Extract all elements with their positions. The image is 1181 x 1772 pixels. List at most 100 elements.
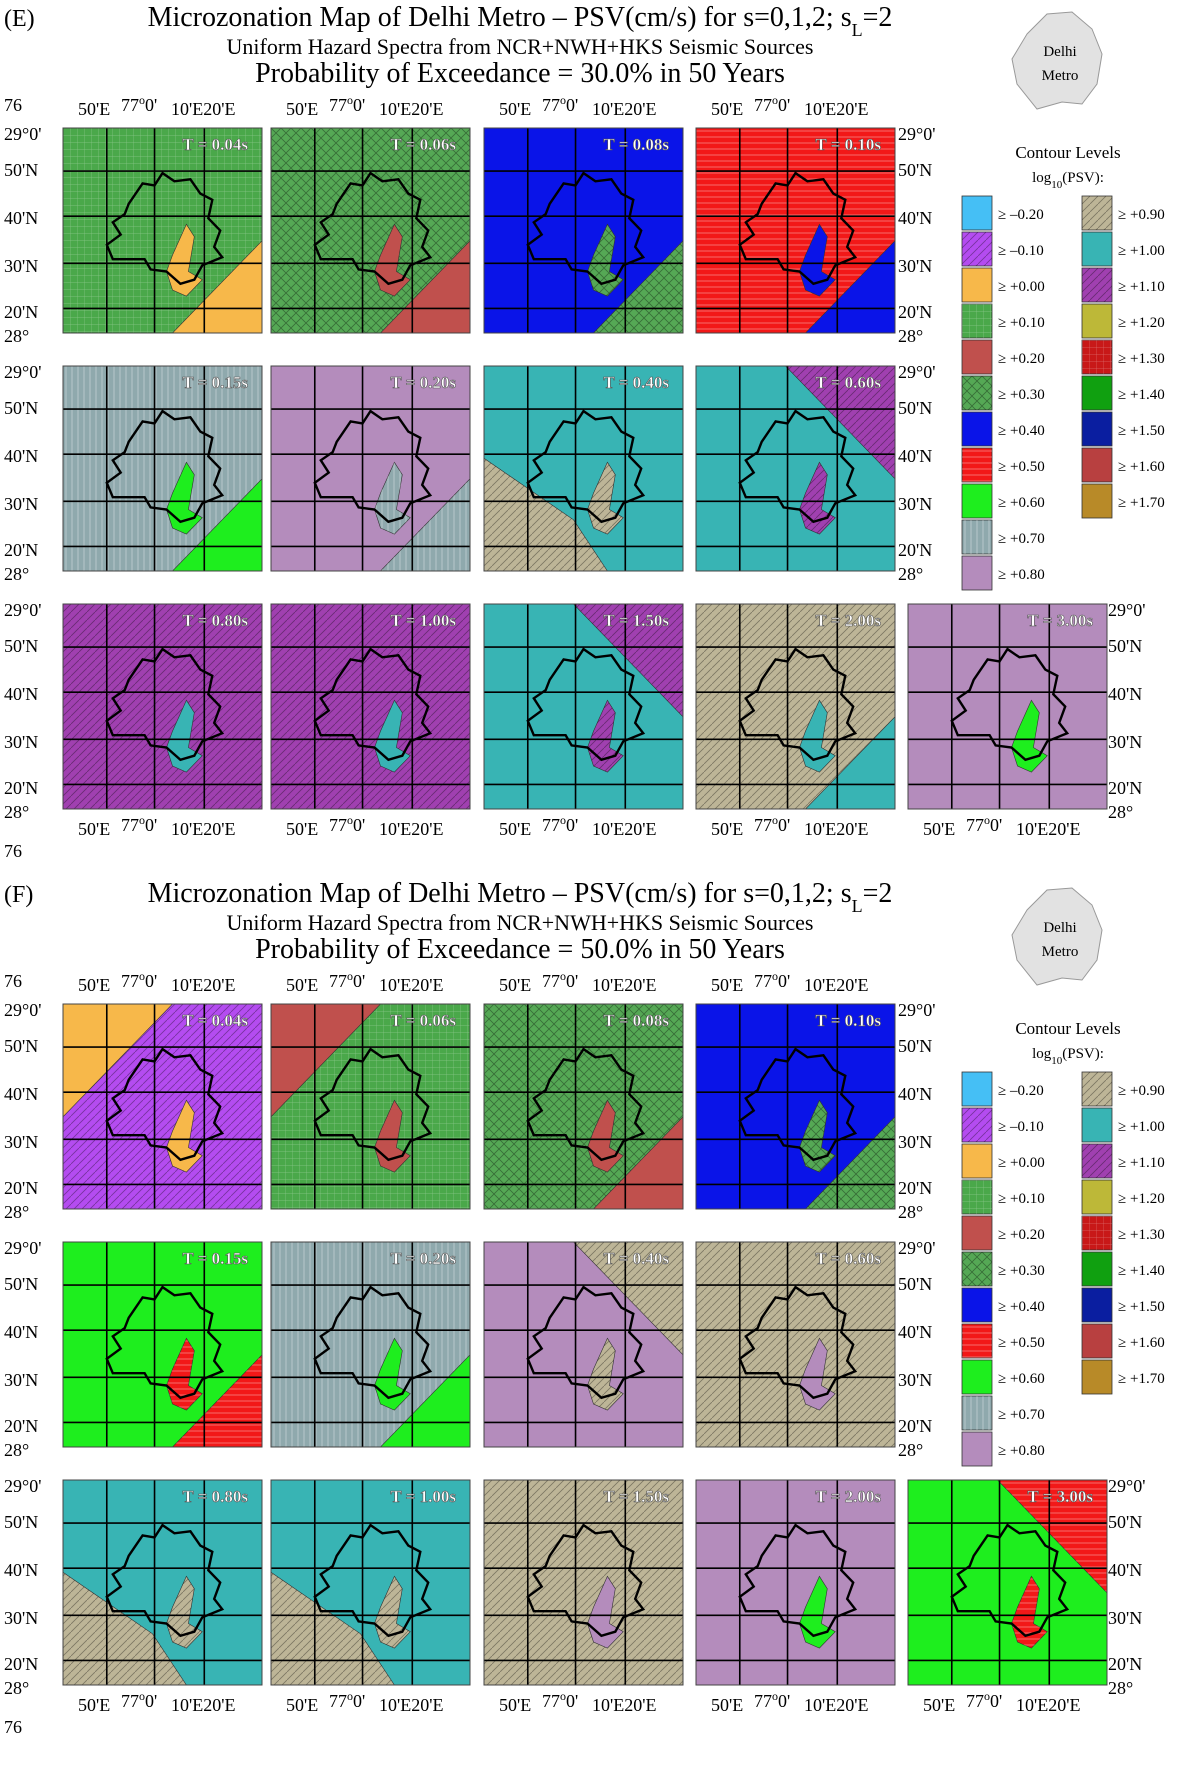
legend-swatch-group: ≥ +1.10 — [1081, 1143, 1165, 1179]
lon-tick-label: 10'E20'E — [379, 99, 443, 119]
legend-swatch-group: ≥ +0.60 — [961, 483, 1045, 519]
legend-label: ≥ +0.30 — [998, 1263, 1045, 1279]
lon-tick-label: 10'E20'E — [379, 819, 443, 839]
map-fill-group — [63, 1480, 262, 1685]
map-6: T = 0.40s — [483, 365, 684, 572]
delhi-boundary — [738, 409, 858, 524]
panel-probability: Probability of Exceedance = 50.0% in 50 … — [255, 934, 785, 965]
period-label: T = 0.80s — [182, 1487, 248, 1506]
zone-base-fill — [696, 1480, 895, 1685]
legend-label: ≥ +0.00 — [998, 279, 1045, 295]
lon-tick-label: 10'E20'E — [171, 819, 235, 839]
map-frame — [907, 1479, 1108, 1686]
lon-corner-label: 76 — [4, 95, 22, 115]
lon-tick-label: 50'E — [711, 1695, 743, 1715]
lat-bottom-label: 28° — [4, 564, 29, 584]
legend-swatch-hatch — [962, 1180, 992, 1214]
period-label: T = 1.00s — [390, 1487, 456, 1506]
period-label: T = 0.20s — [390, 373, 456, 392]
zone-corner-fill-hatch — [380, 478, 470, 571]
legend-swatch-group: ≥ +1.30 — [1081, 339, 1165, 375]
lat-top-label: 29°0' — [4, 600, 41, 620]
legend-subtitle: log10(PSV): — [1032, 1046, 1104, 1067]
legend-swatch-group: ≥ +0.80 — [961, 555, 1045, 591]
legend-title: Contour Levels — [1015, 143, 1120, 162]
lat-tick-label: 50'N — [898, 398, 932, 418]
legend-swatch-group: ≥ +1.40 — [1081, 375, 1165, 411]
lat-bottom-label: 28° — [4, 326, 29, 346]
lon-tick-label: 50'E — [286, 975, 318, 995]
lon-tick-label: 50'E — [499, 975, 531, 995]
map-frame — [62, 1479, 263, 1686]
lon-tick-label: 50'E — [78, 819, 110, 839]
legend-label: ≥ +0.90 — [1118, 207, 1165, 223]
lon-tick-label: 50'E — [499, 1695, 531, 1715]
delhi-boundary — [738, 1285, 858, 1400]
legend-swatch — [961, 1071, 993, 1107]
lon-tick-label: 50'E — [711, 99, 743, 119]
lat-top-label: 29°0' — [898, 1238, 935, 1258]
map-fill-group — [484, 1242, 683, 1447]
map-1: T = 0.06s — [270, 127, 471, 334]
lat-tick-label: 40'N — [4, 446, 38, 466]
period-label: T = 2.00s — [815, 1487, 881, 1506]
lon-tick-label: 50'E — [286, 1695, 318, 1715]
delhi-boundary — [526, 1047, 646, 1162]
map-fill-group — [63, 1004, 262, 1209]
zone-corner-fill-hatch — [484, 458, 608, 571]
legend-label: ≥ +0.10 — [998, 1191, 1045, 1207]
map-4: T = 0.15s — [62, 1241, 263, 1448]
lon-tick-label: 10'E20'E — [379, 975, 443, 995]
lon-tick-label: 10'E20'E — [804, 99, 868, 119]
legend-swatch-hatch — [1082, 1072, 1112, 1106]
legend-swatch-group: ≥ +0.50 — [961, 447, 1045, 483]
legend-swatch-group: ≥ +1.70 — [1081, 483, 1165, 519]
legend-label: ≥ +1.60 — [1118, 459, 1165, 475]
zone-corner-fill-hatch — [573, 1242, 683, 1355]
map-frame — [270, 1241, 471, 1448]
lon-tick-label: 10'E20'E — [1016, 1695, 1080, 1715]
lon-tick-label: 77o0' — [542, 969, 578, 991]
legend-swatch-group: ≥ +0.10 — [961, 1179, 1045, 1215]
lon-tick-label: 77o0' — [121, 813, 157, 835]
period-label: T = 1.00s — [390, 611, 456, 630]
legend-swatch-group: ≥ +0.00 — [961, 267, 1045, 303]
map-11: T = 2.00s — [695, 603, 896, 810]
legend-label: ≥ +1.10 — [1118, 1155, 1165, 1171]
map-frame — [483, 365, 684, 572]
legend-swatch-group: ≥ +0.10 — [961, 303, 1045, 339]
period-label: T = 0.20s — [390, 1249, 456, 1268]
lon-tick-label: 10'E20'E — [171, 975, 235, 995]
legend-swatch-group: ≥ +1.20 — [1081, 303, 1165, 339]
panel-probability: Probability of Exceedance = 30.0% in 50 … — [255, 58, 785, 89]
delhi-boundary — [105, 409, 225, 524]
map-0: T = 0.04s — [62, 127, 263, 334]
lat-top-label: 29°0' — [898, 362, 935, 382]
map-fill-group — [271, 366, 470, 571]
legend-label: ≥ –0.10 — [998, 243, 1044, 259]
zone-corner-fill — [63, 1004, 173, 1118]
lat-tick-label: 40'N — [898, 446, 932, 466]
legend-swatch-group: ≥ +1.10 — [1081, 267, 1165, 303]
lat-bottom-label: 28° — [898, 1202, 923, 1222]
legend-swatch-group: ≥ +1.50 — [1081, 1287, 1165, 1323]
legend-swatch-group: ≥ –0.20 — [961, 195, 1044, 231]
delhi-boundary — [105, 1047, 225, 1162]
lon-tick-label: 10'E20'E — [804, 819, 868, 839]
map-fill-group — [696, 128, 895, 333]
lat-tick-label: 20'N — [898, 540, 932, 560]
panel-label: (F) — [4, 882, 33, 908]
lon-tick-label: 10'E20'E — [592, 975, 656, 995]
map-frame — [62, 603, 263, 810]
legend-label: ≥ +1.50 — [1118, 423, 1165, 439]
legend-swatch-hatch — [1082, 196, 1112, 230]
lat-tick-label: 30'N — [4, 732, 38, 752]
lat-bottom-label: 28° — [4, 1678, 29, 1698]
map-frame — [62, 1241, 263, 1448]
lon-tick-label: 10'E20'E — [804, 975, 868, 995]
lat-bottom-label: 28° — [898, 326, 923, 346]
lon-tick-label: 77o0' — [542, 813, 578, 835]
legend-swatch-group: ≥ +0.90 — [1081, 195, 1165, 231]
inset-shape — [1011, 887, 1103, 986]
lat-top-label: 29°0' — [1108, 600, 1145, 620]
